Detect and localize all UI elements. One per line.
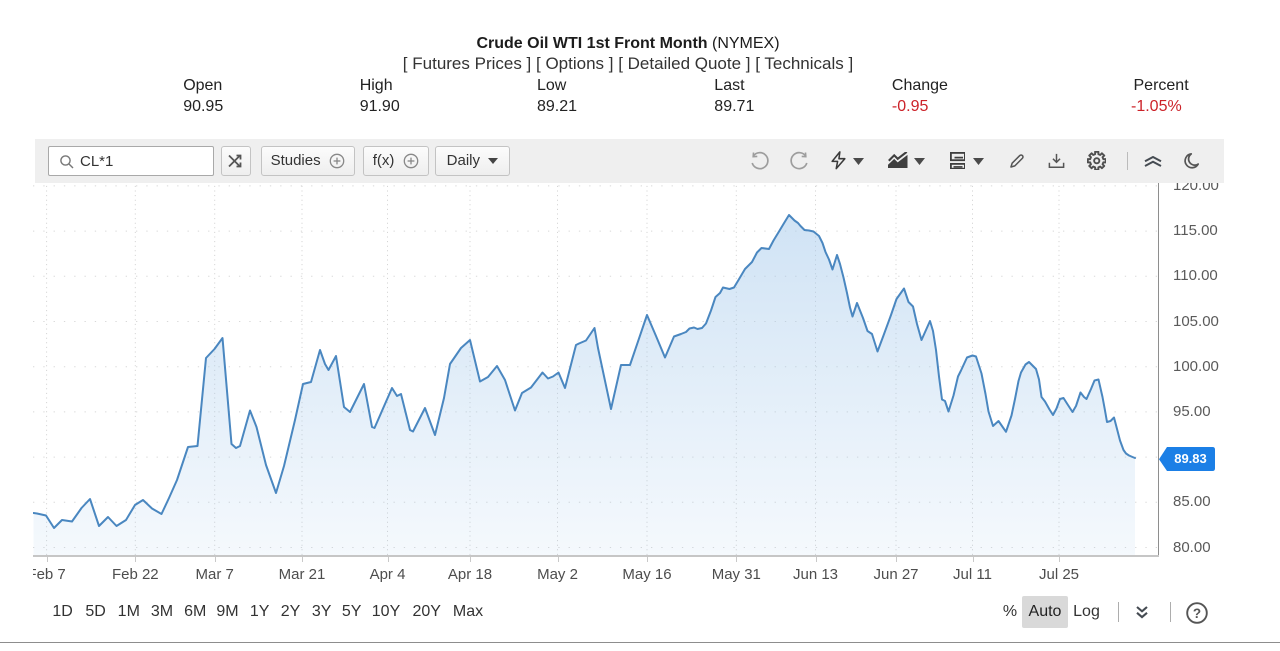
svg-text:?: ? <box>1192 605 1200 620</box>
